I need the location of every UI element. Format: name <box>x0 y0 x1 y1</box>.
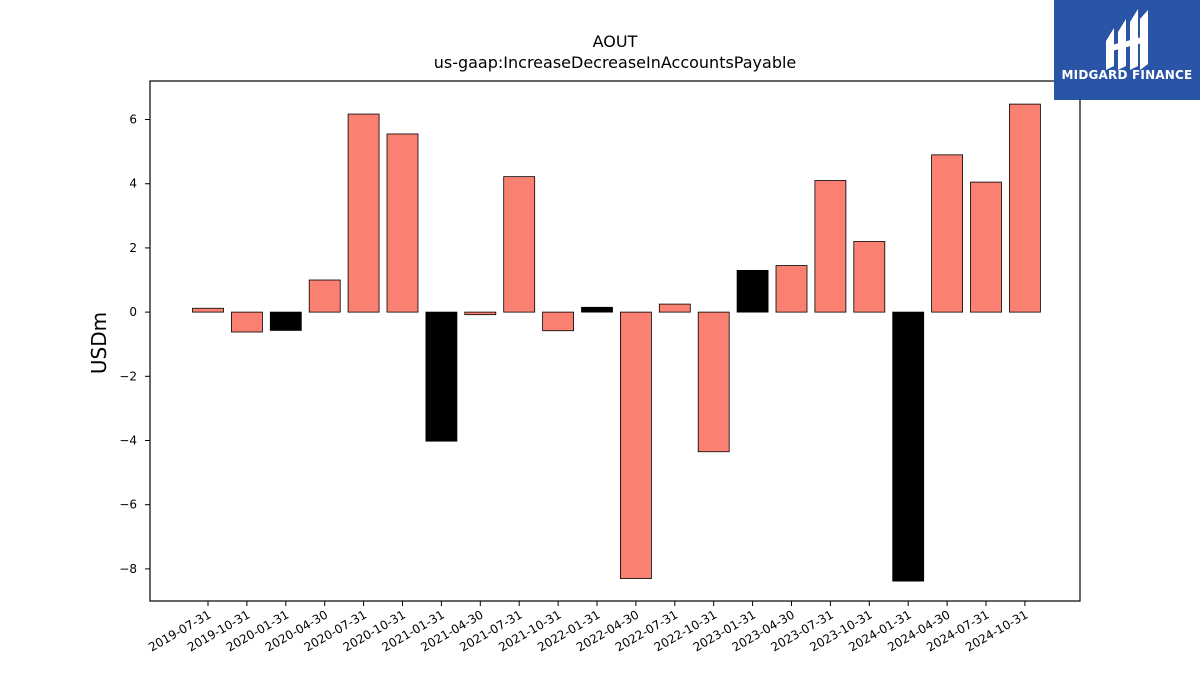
bar <box>581 306 613 313</box>
midgard-finance-logo: MIDGARD FINANCE <box>1054 0 1200 100</box>
bar <box>658 303 691 313</box>
bar <box>775 265 808 313</box>
bar <box>620 311 652 579</box>
bar <box>464 311 497 316</box>
bar <box>892 311 925 582</box>
plot-frame <box>149 80 1081 602</box>
y-tick-label: 4 <box>129 177 137 191</box>
bar <box>697 311 730 453</box>
y-axis-label: USDm <box>87 312 111 374</box>
midgard-logo-icon <box>1106 9 1148 70</box>
y-tick-label: 2 <box>129 241 137 255</box>
bar <box>931 154 963 313</box>
bar <box>230 311 263 333</box>
bars-layer <box>192 103 1041 582</box>
bar <box>347 113 380 313</box>
bar <box>425 311 458 442</box>
bar <box>269 311 302 331</box>
bar <box>814 180 847 313</box>
bar <box>308 279 341 313</box>
y-tick-label: −2 <box>119 369 137 383</box>
bar <box>853 241 886 313</box>
bar <box>503 176 536 313</box>
chart-title: AOUT <box>593 32 638 51</box>
y-tick-label: 0 <box>129 305 137 319</box>
bar <box>192 307 224 313</box>
y-tick-label: −4 <box>119 434 137 448</box>
y-tick-label: −8 <box>119 562 137 576</box>
bar <box>1009 103 1041 313</box>
bar <box>736 269 769 313</box>
y-tick-label: −6 <box>119 498 137 512</box>
logo-text: MIDGARD FINANCE <box>1061 68 1193 82</box>
chart-subtitle: us-gaap:IncreaseDecreaseInAccountsPayabl… <box>434 53 797 72</box>
bar <box>542 311 574 332</box>
y-tick-label: 6 <box>129 113 137 127</box>
bar <box>970 181 1002 313</box>
bar <box>386 133 419 313</box>
